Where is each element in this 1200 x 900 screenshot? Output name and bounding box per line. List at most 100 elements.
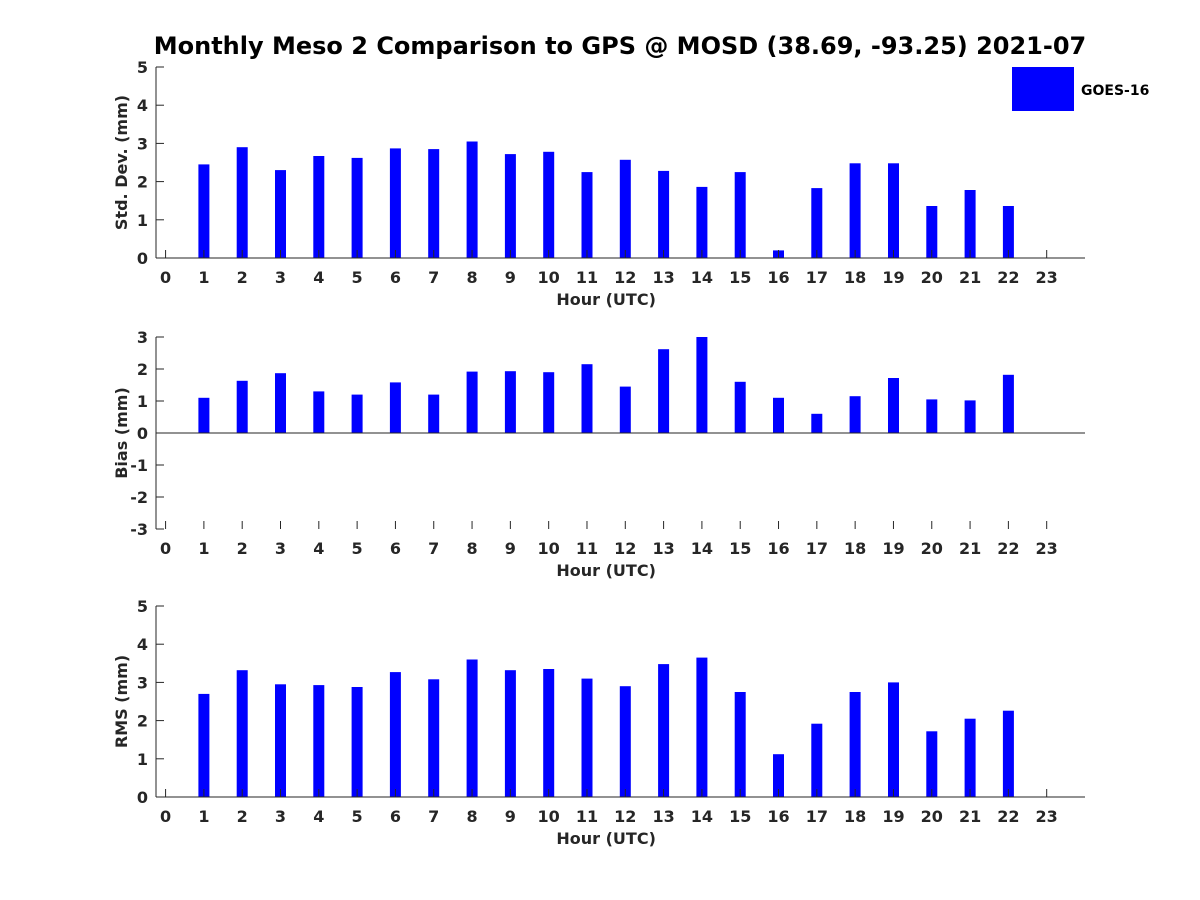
bias-bar-hour-20 [926,399,938,433]
rms-y-axis-label: RMS (mm) [112,655,131,748]
bias-bar-hour-8 [466,371,478,433]
rms-x-tick-label: 15 [729,807,751,826]
rms-x-axis-label: Hour (UTC) [556,829,656,848]
std-x-axis-label: Hour (UTC) [556,290,656,309]
rms-bar-hour-6 [389,672,401,797]
std-bar-hour-3 [275,170,286,258]
bias-x-tick-label: 2 [237,539,248,558]
rms-x-tick-label: 17 [806,807,828,826]
std-x-tick-label: 16 [767,268,789,287]
std-y-axis-label: Std. Dev. (mm) [112,95,131,230]
bias-bar-hour-13 [658,349,670,433]
bias-x-tick-label: 20 [921,539,943,558]
std-x-tick-label: 15 [729,268,751,287]
rms-bar-hour-7 [428,679,440,797]
rms-bar-hour-22 [1002,710,1014,797]
bias-x-tick-label: 21 [959,539,981,558]
std-x-tick-label: 21 [959,268,981,287]
std-bar-hour-17 [811,188,823,258]
std-x-tick-label: 11 [576,268,598,287]
bias-x-tick-label: 1 [198,539,209,558]
rms-y-tick-label: 2 [137,712,148,731]
legend: GOES-16 [1012,67,1149,111]
bias-bar-hour-17 [811,413,823,433]
std-x-tick-label: 23 [1036,268,1058,287]
rms-y-tick-label: 4 [137,635,148,654]
std-bar-hour-4 [313,156,325,258]
rms-x-tick-label: 8 [466,807,477,826]
rms-bar-hour-9 [504,670,516,797]
rms-x-tick-label: 16 [767,807,789,826]
bias-x-tick-label: 13 [652,539,674,558]
std-bar-hour-10 [543,151,555,258]
bias-x-tick-label: 18 [844,539,866,558]
bias-x-tick-label: 23 [1036,539,1058,558]
bias-bar-hour-15 [734,381,746,433]
rms-bar-hour-16 [773,754,784,797]
rms-x-tick-label: 2 [237,807,248,826]
bias-bar-hour-3 [275,373,286,433]
std-bar-hour-2 [236,147,248,258]
std-bar-hour-21 [964,190,976,258]
legend-swatch-goes-16 [1012,67,1074,111]
bias-x-tick-label: 3 [275,539,286,558]
bias-x-axis-label: Hour (UTC) [556,561,656,580]
bias-x-tick-label: 8 [466,539,477,558]
bias-y-tick-label: -3 [130,520,148,539]
std-bar-hour-14 [696,186,708,258]
bias-bar-hour-10 [543,372,555,433]
rms-bar-hour-3 [275,684,286,797]
bias-x-tick-label: 11 [576,539,598,558]
bias-y-tick-label: 3 [137,328,148,347]
rms-bar-hour-18 [849,692,861,797]
std-y-tick-label: 0 [137,249,148,268]
std-x-tick-label: 2 [237,268,248,287]
std-x-tick-label: 7 [428,268,439,287]
std-bar-hour-12 [619,159,631,258]
std-bar-hour-5 [351,157,363,258]
std-x-tick-label: 14 [691,268,713,287]
std-bar-hour-8 [466,141,478,258]
chart-title: Monthly Meso 2 Comparison to GPS @ MOSD … [154,32,1087,60]
std-x-tick-label: 9 [505,268,516,287]
rms-y-tick-label: 3 [137,673,148,692]
std-x-tick-label: 0 [160,268,171,287]
std-x-tick-label: 17 [806,268,828,287]
bias-y-tick-label: 2 [137,360,148,379]
bias-bar-hour-1 [198,397,210,433]
std-x-tick-label: 20 [921,268,943,287]
bias-y-tick-label: -1 [130,456,148,475]
std-x-tick-label: 3 [275,268,286,287]
rms-y-tick-label: 0 [137,788,148,807]
std-x-tick-label: 6 [390,268,401,287]
std-y-tick-label: 2 [137,173,148,192]
std-bar-hour-7 [428,149,440,258]
rms-x-tick-label: 23 [1036,807,1058,826]
bias-y-tick-label: 1 [137,392,148,411]
rms-bar-hour-13 [658,664,670,797]
bias-y-axis-label: Bias (mm) [112,387,131,479]
rms-x-tick-label: 0 [160,807,171,826]
rms-bar-hour-21 [964,718,976,797]
rms-bar-hour-17 [811,723,823,797]
std-bar-hour-22 [1002,206,1014,258]
bias-bar-hour-14 [696,337,708,433]
std-x-tick-label: 19 [882,268,904,287]
rms-x-tick-label: 19 [882,807,904,826]
rms-x-tick-label: 9 [505,807,516,826]
rms-bar-hour-5 [351,687,363,797]
rms-bar-hour-4 [313,685,325,797]
bias-bar-hour-11 [581,364,593,433]
std-bar-hour-18 [849,163,861,258]
rms-bar-hour-14 [696,657,708,797]
rms-y-tick-label: 1 [137,750,148,769]
bias-x-tick-label: 4 [313,539,324,558]
std-bar-hour-20 [926,206,938,258]
rms-bar-hour-12 [619,686,631,797]
bias-x-tick-label: 16 [767,539,789,558]
rms-x-tick-label: 12 [614,807,636,826]
legend-label-goes-16: GOES-16 [1081,83,1149,99]
